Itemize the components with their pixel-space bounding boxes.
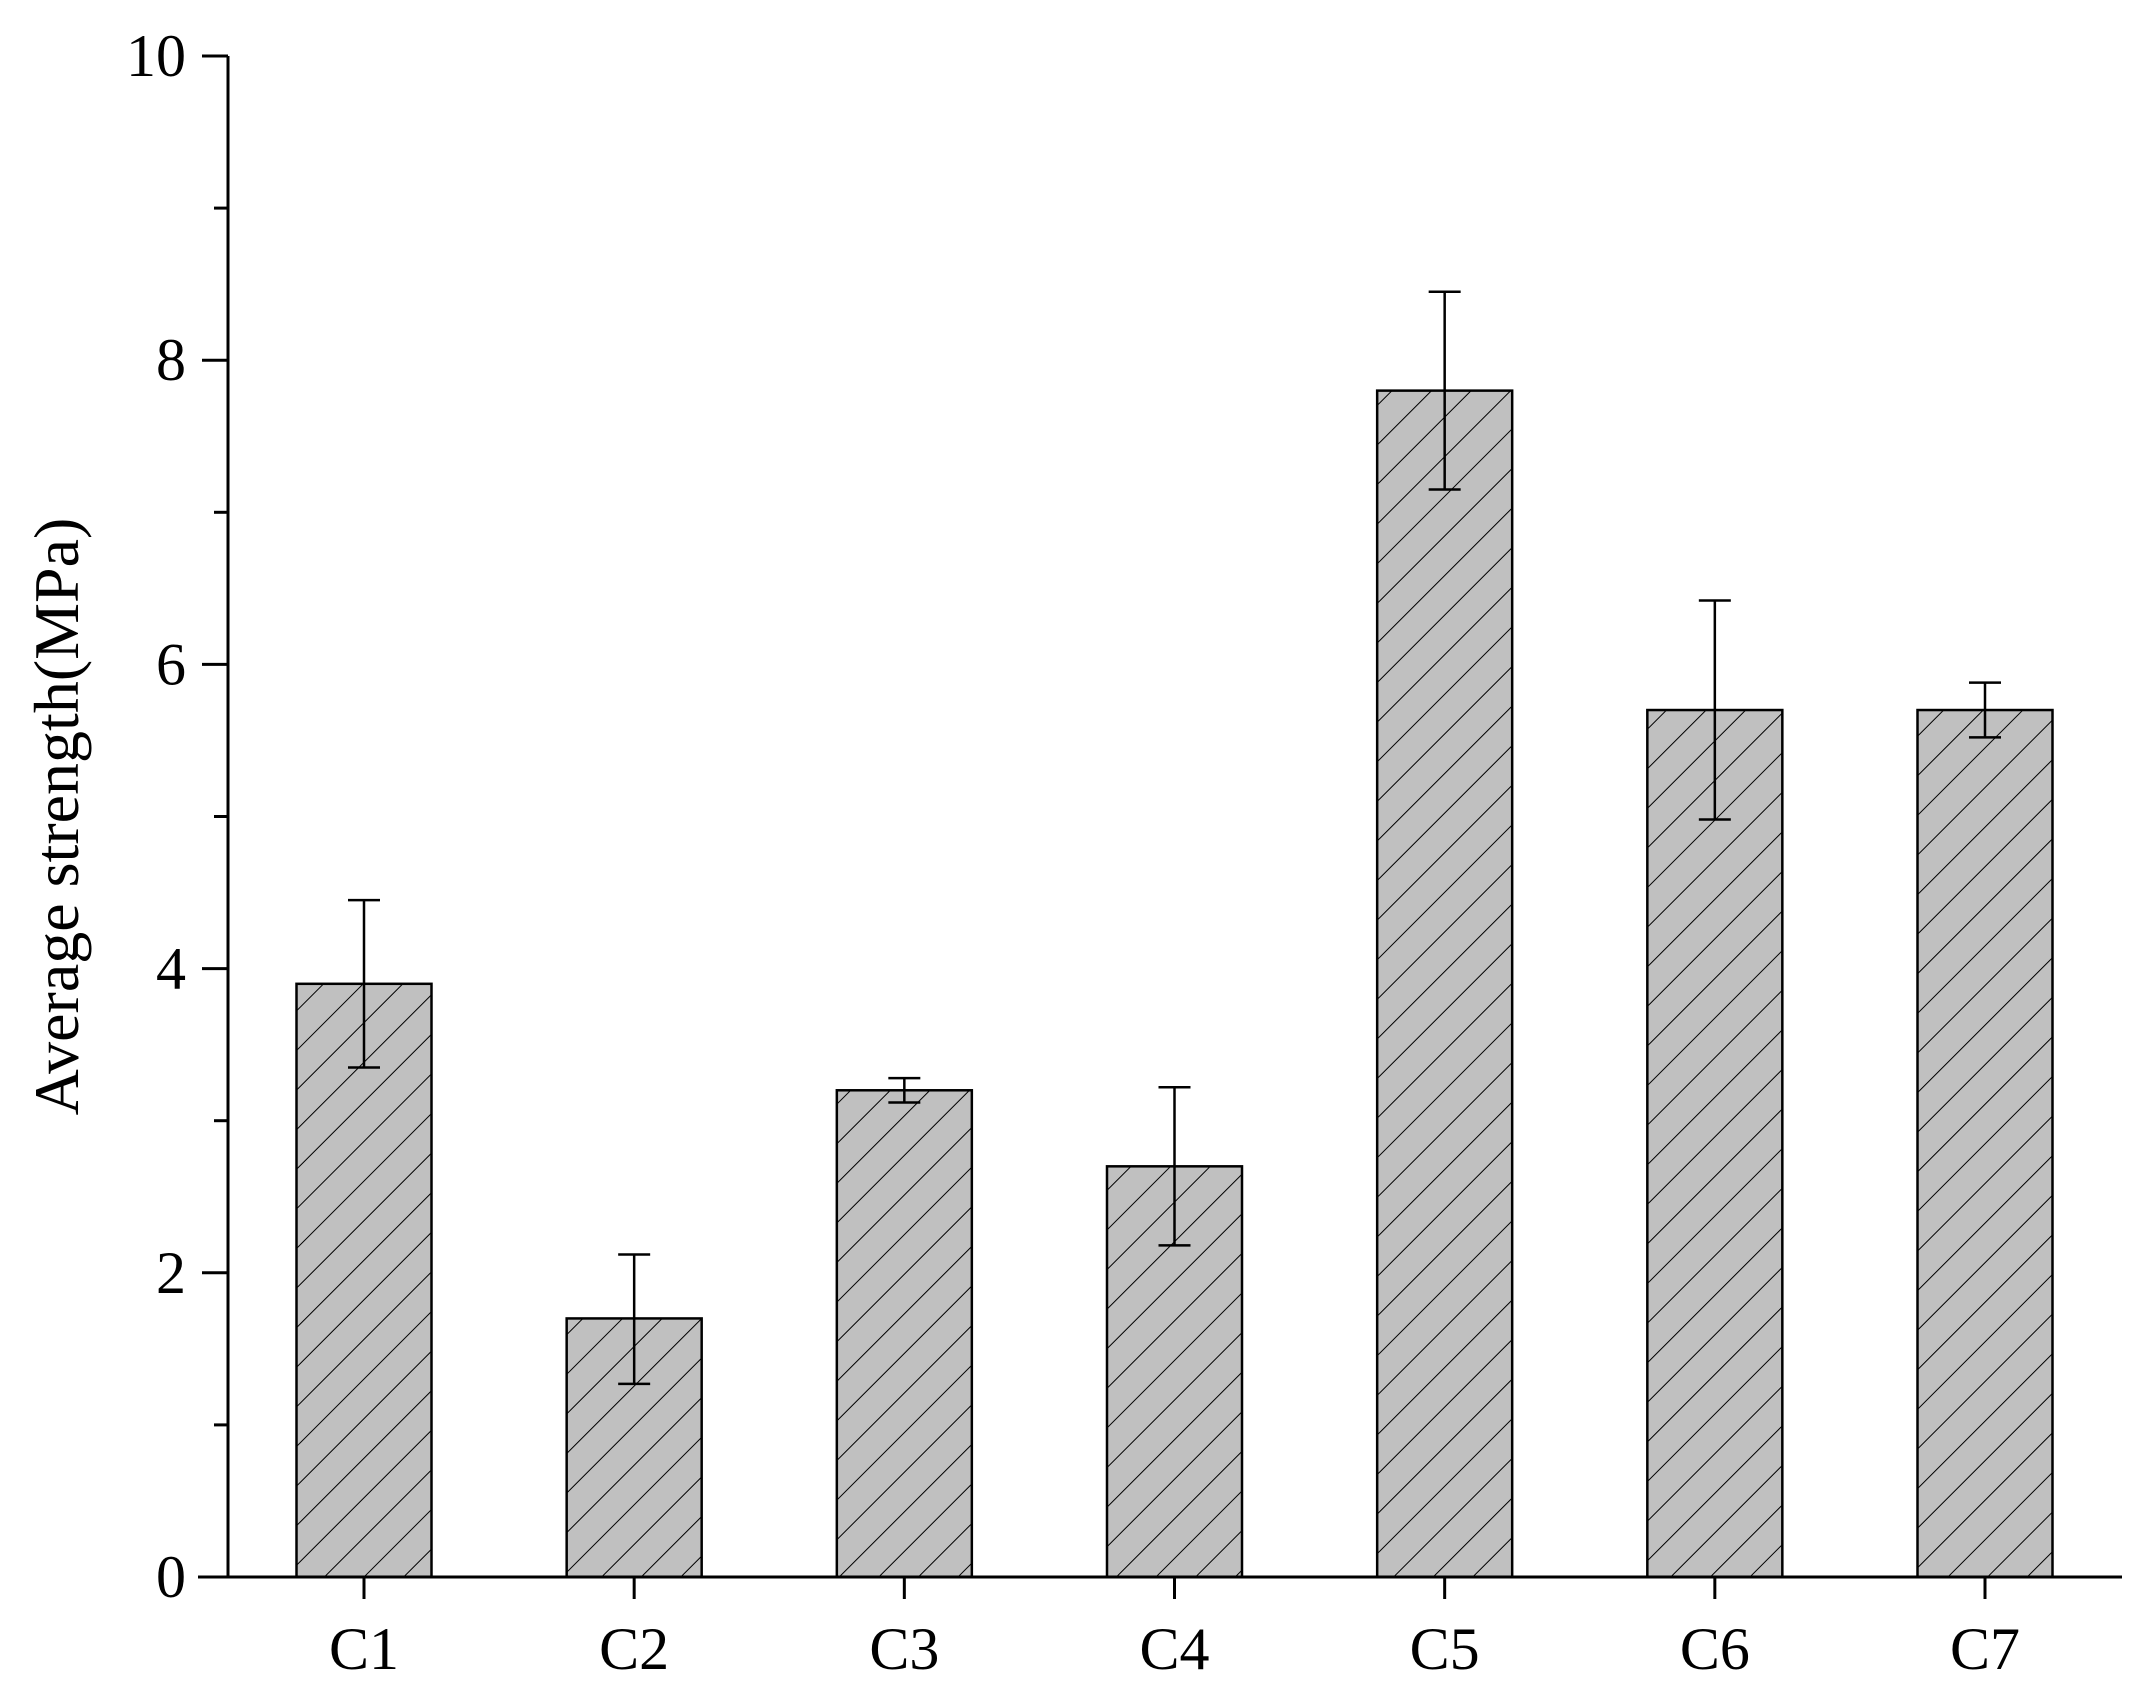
y-tick-label: 6 (156, 631, 186, 697)
x-tick-label: C4 (1139, 1616, 1209, 1682)
x-tick-label: C2 (599, 1616, 669, 1682)
bar (1916, 708, 2054, 1579)
x-tick-label: C1 (329, 1616, 399, 1682)
y-tick-label: 2 (156, 1240, 186, 1306)
x-tick-label: C6 (1680, 1616, 1750, 1682)
bar (1375, 389, 1514, 1579)
y-tick-label: 0 (156, 1544, 186, 1610)
bar (835, 1089, 974, 1579)
bar (295, 982, 433, 1579)
x-tick-label: C7 (1950, 1616, 2020, 1682)
x-tick-label: C3 (869, 1616, 939, 1682)
y-tick-label: 10 (126, 23, 186, 89)
bars-group (295, 389, 2054, 1579)
y-ticks-group: 0 2 4 6 8 10 (126, 23, 228, 1610)
x-tick-label: C5 (1410, 1616, 1480, 1682)
error-bars-group (348, 290, 2001, 1386)
bar (1646, 708, 1784, 1579)
x-ticks-group: C1 C2 C3 C4 C5 C6 C7 (329, 1577, 2020, 1682)
y-axis-title: Average strength(MPa) (21, 518, 92, 1116)
y-tick-label: 8 (156, 327, 186, 393)
y-tick-label: 4 (156, 936, 186, 1002)
